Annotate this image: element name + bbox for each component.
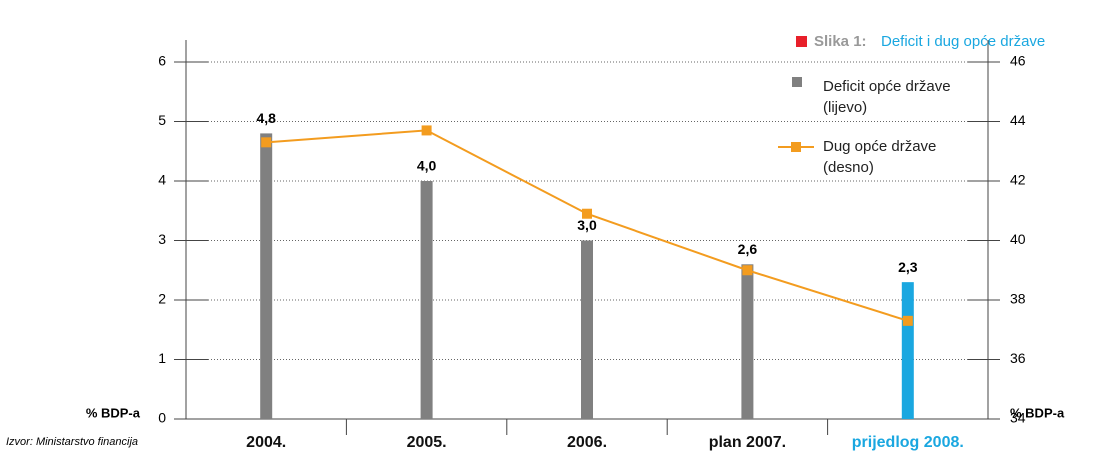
y-axis-label: % BDP-a: [86, 405, 141, 420]
x-tick-label: 2004.: [246, 434, 286, 451]
line-marker: [582, 208, 592, 219]
value-label: 3,0: [577, 217, 597, 233]
bar: [581, 240, 593, 419]
value-label: 2,6: [738, 241, 758, 257]
chart-title: Deficit i dug opće države: [881, 33, 1045, 50]
y2-tick-label: 38: [1010, 291, 1026, 307]
y2-tick-label: 42: [1010, 172, 1026, 188]
legend-swatch: [792, 77, 802, 87]
value-label: 2,3: [898, 259, 918, 275]
line-marker: [421, 125, 432, 136]
legend-marker: [791, 142, 801, 152]
line-marker: [742, 265, 753, 276]
value-label: 4,0: [417, 158, 437, 174]
y-tick-label: 3: [158, 231, 166, 247]
y2-tick-label: 46: [1010, 53, 1026, 69]
x-tick-label: 2005.: [407, 434, 447, 451]
legend-text: Deficit opće države (lijevo): [823, 78, 951, 116]
x-tick-label: plan 2007.: [709, 434, 786, 451]
title-marker: [796, 36, 807, 47]
y-tick-label: 0: [158, 410, 166, 426]
bar: [741, 264, 754, 419]
bar: [901, 282, 914, 419]
value-label: 4,8: [256, 110, 276, 126]
y2-tick-label: 34: [1010, 410, 1026, 426]
y-tick-label: 5: [158, 112, 166, 128]
y2-tick-label: 36: [1010, 350, 1026, 366]
x-tick-label: prijedlog 2008.: [852, 434, 964, 451]
y2-tick-label: 40: [1010, 231, 1026, 247]
title-label: Slika 1:: [814, 33, 867, 50]
legend-text: Dug opće države (desno): [823, 138, 937, 176]
y2-tick-label: 44: [1010, 112, 1026, 128]
line-marker: [902, 315, 913, 326]
y-tick-label: 4: [158, 172, 166, 188]
y2-axis-label: % BDP-a: [1010, 405, 1065, 420]
y-tick-label: 1: [158, 350, 166, 366]
y-tick-label: 2: [158, 291, 166, 307]
x-tick-label: 2006.: [567, 434, 607, 451]
line-marker: [261, 137, 272, 148]
y-tick-label: 6: [158, 53, 166, 69]
bar: [260, 133, 273, 419]
source: Izvor: Ministarstvo financija: [6, 436, 138, 448]
bar: [420, 181, 433, 419]
